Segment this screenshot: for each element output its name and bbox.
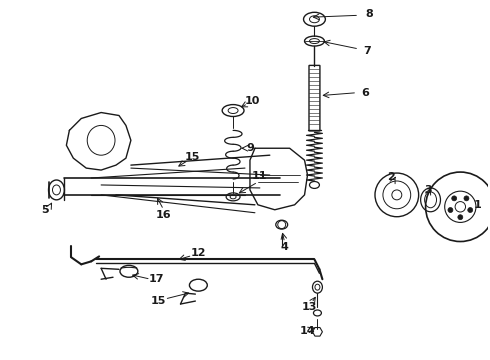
Circle shape [468, 207, 473, 212]
Circle shape [448, 207, 453, 212]
Text: 2: 2 [387, 172, 395, 182]
Text: 8: 8 [365, 9, 373, 19]
Text: 1: 1 [473, 200, 481, 210]
Text: 11: 11 [252, 171, 268, 181]
Circle shape [458, 215, 463, 220]
Text: 9: 9 [246, 143, 254, 153]
Circle shape [464, 196, 469, 201]
Text: 12: 12 [191, 248, 206, 258]
Text: 17: 17 [149, 274, 165, 284]
Text: 16: 16 [156, 210, 171, 220]
Text: 3: 3 [425, 185, 432, 195]
Text: 5: 5 [41, 205, 49, 215]
Circle shape [452, 196, 457, 201]
Text: 13: 13 [302, 302, 317, 312]
Text: 14: 14 [300, 326, 316, 336]
Text: 15: 15 [151, 296, 167, 306]
Text: 7: 7 [363, 46, 371, 56]
Text: 15: 15 [185, 152, 200, 162]
Text: 10: 10 [244, 96, 260, 105]
Text: 6: 6 [361, 88, 369, 98]
Text: 4: 4 [281, 243, 289, 252]
